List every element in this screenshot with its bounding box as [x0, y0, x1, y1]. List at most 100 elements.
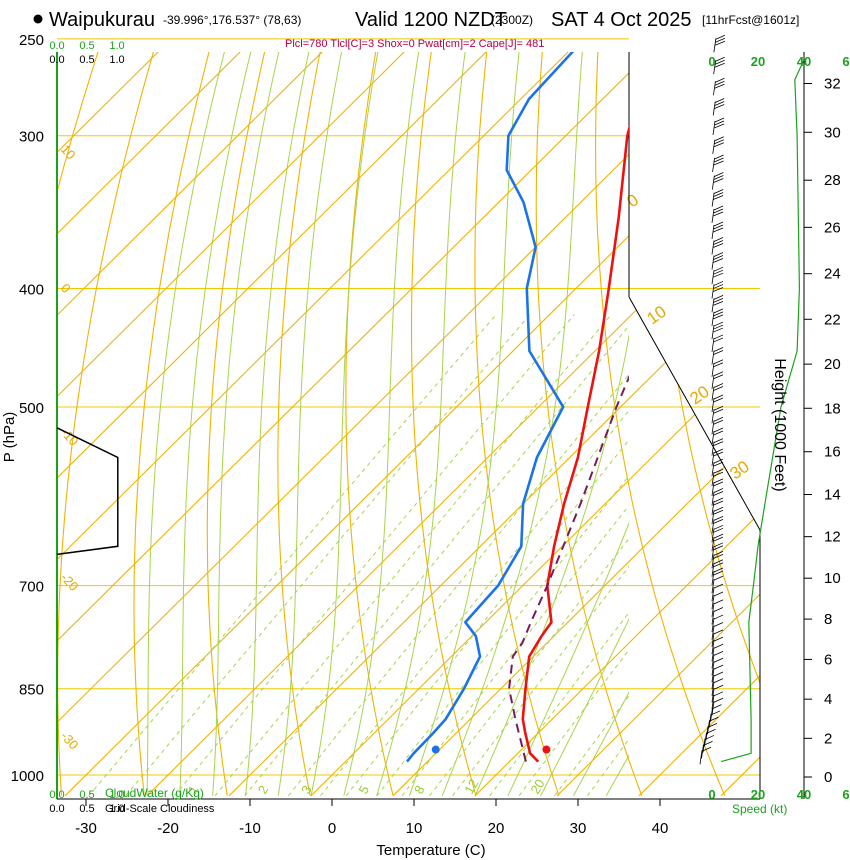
height-tick-label: 10 — [824, 570, 841, 587]
wind-barb — [711, 458, 724, 477]
mixing-ratio-line — [214, 314, 612, 797]
isotherm-line — [146, 52, 760, 797]
wind-barb — [712, 117, 725, 136]
speed-axis-ticks: 0 20 40 60 20 40 6 — [708, 54, 849, 802]
wind-barb — [713, 77, 725, 96]
plot-frame — [56, 52, 805, 800]
wind-barb — [711, 607, 724, 625]
wind-barb — [711, 347, 724, 365]
wind-barb — [711, 448, 724, 467]
y-tick-label: 250 — [19, 32, 44, 49]
mixing-ratio-label: 3 — [298, 783, 315, 797]
moist-adiabat-line — [474, 332, 629, 797]
sounding-profiles — [405, 52, 629, 763]
y-axis-ticks: 250 300 400 500 700 850 1000 — [11, 32, 44, 785]
x-tick-label: -10 — [239, 820, 261, 837]
height-tick-label: 8 — [824, 611, 832, 628]
wind-barb — [711, 629, 724, 647]
wind-barb — [711, 405, 724, 424]
height-tick-label: 26 — [824, 219, 841, 236]
height-tick-label: 14 — [824, 487, 841, 504]
mixing-ratio-line — [345, 439, 629, 797]
height-tick-label: 6 — [824, 651, 832, 668]
cloud-scale-bottom-green: 0.5 — [79, 789, 94, 801]
wind-barb — [711, 599, 724, 617]
surface-temperature-marker — [542, 745, 551, 754]
wind-barb — [711, 691, 724, 709]
wind-barb — [711, 636, 724, 655]
wind-barb — [711, 497, 724, 516]
moist-adiabat-line — [244, 52, 310, 796]
isotherm-label: -20 — [58, 570, 82, 594]
wind-barb — [711, 506, 724, 525]
station-name: Waipukurau — [49, 9, 155, 31]
moist-adiabat-line — [507, 521, 629, 797]
isotherm-label: -30 — [58, 728, 82, 752]
mixing-ratio-line — [452, 565, 629, 797]
height-tick-label: 2 — [824, 730, 832, 747]
wind-barb — [711, 205, 724, 224]
isotherm-line — [57, 52, 686, 797]
wind-barb — [711, 533, 724, 552]
wind-barb — [712, 154, 724, 173]
cloudiness-profile — [56, 427, 119, 556]
isotherm-line — [57, 52, 522, 797]
wind-barb — [711, 237, 724, 255]
parcel-profile-line — [508, 374, 629, 762]
wind-barb — [711, 438, 724, 456]
isotherms — [57, 52, 760, 797]
wind-barb — [711, 697, 724, 716]
x-tick-label: -20 — [157, 820, 179, 837]
wind-barb — [711, 591, 724, 610]
x-axis-ticks: -30 -20 -10 0 10 20 30 40 — [75, 799, 668, 837]
wind-barb — [711, 542, 724, 560]
mixing-ratio-line — [88, 314, 497, 797]
mixing-ratio-line — [586, 738, 629, 797]
station-coords: -39.996°,176.537° (78,63) — [163, 13, 301, 27]
wind-barb — [710, 704, 722, 722]
isotherm-line — [57, 52, 194, 797]
wind-barb — [711, 657, 724, 676]
wind-barb — [713, 56, 725, 75]
isotherm-line — [57, 52, 358, 797]
speed-label: Speed (kt) — [732, 802, 787, 816]
dry-adiabat-line — [57, 52, 165, 796]
cloud-scale-top-green: 0.0 — [49, 40, 64, 52]
speed-tick-bottom: 0 — [708, 787, 715, 802]
forecast-info: [11hrFcst@1601z] — [702, 13, 799, 27]
y-tick-label: 850 — [19, 682, 44, 699]
temperature-profile-line — [521, 124, 629, 763]
cloudiness-label: Grid-Scale Cloudiness — [105, 803, 215, 815]
wind-barb — [711, 567, 724, 586]
moist-adiabat-line — [408, 52, 520, 796]
cloud-scale-top-black: 0.5 — [79, 54, 94, 66]
valid-date: SAT 4 Oct 2025 — [551, 9, 691, 31]
wind-speed-profile — [721, 59, 805, 763]
cloud-scale-top-green: 0.5 — [79, 40, 94, 52]
dewpoint-profile-line — [405, 52, 575, 763]
dry-adiabat-line — [206, 52, 274, 796]
wind-barb — [711, 371, 724, 389]
wind-barb — [711, 383, 724, 401]
y-tick-label: 400 — [19, 281, 44, 298]
theta-label: 20 — [686, 382, 712, 408]
moist-adiabat-line — [343, 52, 420, 796]
height-tick-label: 0 — [824, 769, 832, 786]
wind-barb — [711, 189, 724, 207]
surface-markers — [431, 745, 551, 754]
chart-header: Waipukurau -39.996°,176.537° (78,63) Val… — [33, 9, 799, 50]
mixing-ratio-line — [429, 537, 629, 797]
isobar-lines — [57, 38, 760, 776]
isotherm-line — [556, 52, 760, 797]
height-tick-label: 30 — [824, 124, 841, 141]
cloud-scale-bottom-green: 0.0 — [49, 789, 64, 801]
theta-label: 30 — [726, 457, 752, 483]
wind-panel-boundary — [628, 296, 761, 799]
wind-barb — [711, 281, 724, 299]
cloud-scale-top-black: 0.0 — [49, 54, 64, 66]
moist-adiabat-line — [146, 52, 225, 796]
y-tick-label: 300 — [19, 129, 44, 146]
dry-adiabat-line — [595, 52, 726, 797]
